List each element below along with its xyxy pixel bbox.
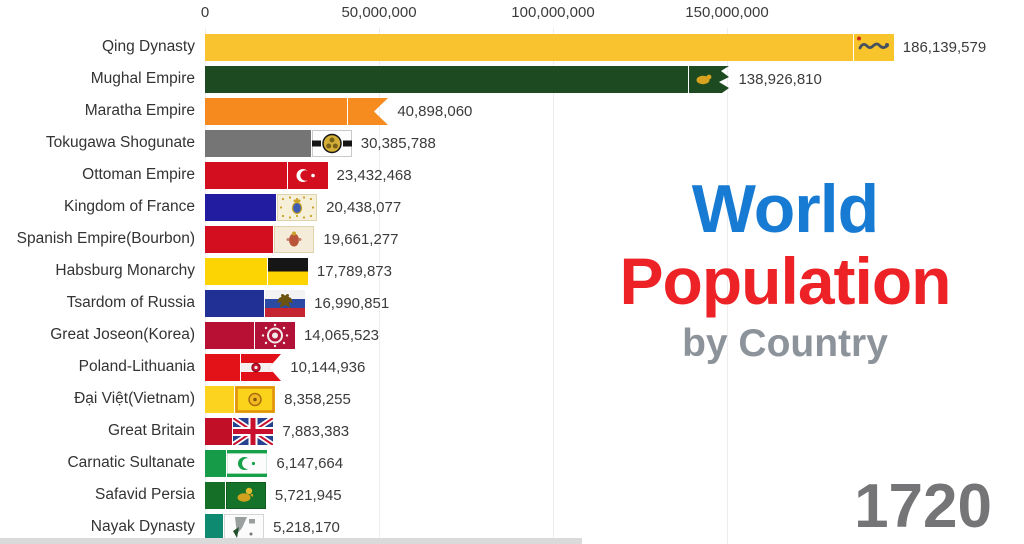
tsardom-of-russia-flag-icon <box>265 289 306 317</box>
bar-label: Carnatic Sultanate <box>67 454 195 471</box>
bar-row: Poland-Lithuania 10,144,936 <box>0 351 1024 383</box>
bar-row: Habsburg Monarchy 17,789,873 <box>0 255 1024 287</box>
bar <box>205 289 265 317</box>
bar-label: Qing Dynasty <box>101 38 195 55</box>
bar-label: Poland-Lithuania <box>78 358 195 375</box>
bar-value: 138,926,810 <box>738 70 822 88</box>
bar <box>205 417 233 445</box>
ottoman-empire-flag-icon <box>287 161 328 189</box>
bar-label: Safavid Persia <box>95 486 195 503</box>
bar-row: Spanish Empire(Bourbon) 19,661,277 <box>0 223 1024 255</box>
title-world: World <box>691 171 879 247</box>
bar-label: Mughal Empire <box>90 70 195 87</box>
poland-lithuania-flag-icon <box>241 353 282 381</box>
bar-row: Tsardom of Russia 16,990,851 <box>0 287 1024 319</box>
bar <box>205 33 853 61</box>
bar <box>205 321 254 349</box>
bar-row: Kingdom of France 20,438,077 <box>0 191 1024 223</box>
bar-label: Tokugawa Shogunate <box>45 134 195 151</box>
bottom-strip <box>0 538 582 544</box>
bar-value: 40,898,060 <box>397 102 473 120</box>
x-axis-tick: 150,000,000 <box>685 4 769 21</box>
bar-value: 17,789,873 <box>316 262 392 280</box>
bar-value: 7,883,383 <box>282 422 350 440</box>
title-population: Population <box>619 244 952 319</box>
bar <box>205 353 241 381</box>
bar-value: 19,661,277 <box>323 230 399 248</box>
mughal-empire-flag-icon <box>689 65 730 93</box>
bar-label: Kingdom of France <box>64 198 195 215</box>
bar <box>205 193 277 221</box>
bar-rows: Qing Dynasty 186,139,579 Mughal Empire 138,… <box>0 31 1024 543</box>
gridline <box>379 28 380 544</box>
bar-row: Safavid Persia 5,721,945 <box>0 479 1024 511</box>
bar-row: Tokugawa Shogunate 30,385,788 <box>0 127 1024 159</box>
bar-label: Spanish Empire(Bourbon) <box>16 230 195 247</box>
bar <box>205 65 689 93</box>
bar-row: Mughal Empire 138,926,810 <box>0 63 1024 95</box>
bar <box>205 385 235 413</box>
bar-value: 16,990,851 <box>314 294 390 312</box>
x-axis-tick: 50,000,000 <box>341 4 417 21</box>
habsburg-monarchy-flag-icon <box>267 257 308 285</box>
bar-value: 23,432,468 <box>336 166 412 184</box>
bar-value: 186,139,579 <box>902 38 987 56</box>
gridline <box>553 28 554 544</box>
bar-row: Đại Việt(Vietnam) 8,358,255 <box>0 383 1024 415</box>
bar-label: Great Britain <box>107 422 195 439</box>
safavid-persia-flag-icon <box>225 481 266 509</box>
great-joseon-flag-icon <box>254 321 295 349</box>
bar-value: 8,358,255 <box>284 390 351 408</box>
bar <box>205 97 348 125</box>
bar-row: Qing Dynasty 186,139,579 <box>0 31 1024 63</box>
dai-viet-flag-icon <box>235 385 276 413</box>
bar-label: Tsardom of Russia <box>66 294 195 311</box>
bar <box>205 257 267 285</box>
qing-dynasty-flag-icon <box>853 33 894 61</box>
bar-value: 10,144,936 <box>290 358 366 376</box>
bar <box>205 513 224 541</box>
bar <box>205 481 225 509</box>
bar-label: Habsburg Monarchy <box>55 262 195 279</box>
spanish-empire-flag-icon <box>274 225 315 253</box>
x-axis-tick: 100,000,000 <box>511 4 595 21</box>
nayak-dynasty-flag-icon <box>224 513 265 541</box>
x-axis-tick: 0 <box>200 4 210 21</box>
bar-row: Great Britain 7,883,383 <box>0 415 1024 447</box>
bar-value: 5,721,945 <box>274 486 342 504</box>
kingdom-of-france-flag-icon <box>277 193 318 221</box>
bar <box>205 161 287 189</box>
year-label: 1720 <box>854 472 992 541</box>
bar <box>205 449 227 477</box>
bar-row: Nayak Dynasty 5,218,170 <box>0 511 1024 543</box>
bar-value: 6,147,664 <box>276 454 344 472</box>
tokugawa-shogunate-flag-icon <box>311 129 352 157</box>
bar-value: 5,218,170 <box>273 518 340 536</box>
gridline <box>727 28 728 544</box>
bar <box>205 225 274 253</box>
x-axis: 0 50,000,000 100,000,000 150,000,000 <box>0 4 1024 28</box>
carnatic-sultanate-flag-icon <box>227 449 268 477</box>
gridline <box>205 28 206 544</box>
maratha-empire-flag-icon <box>348 97 389 125</box>
bar-label: Đại Việt(Vietnam) <box>74 390 195 407</box>
chart-title: World Population by Country <box>585 171 985 367</box>
bar-row: Carnatic Sultanate 6,147,664 <box>0 447 1024 479</box>
great-britain-flag-icon <box>233 417 274 445</box>
title-by-country: by Country <box>682 321 888 365</box>
bar-label: Nayak Dynasty <box>90 518 195 535</box>
bar-row: Maratha Empire 40,898,060 <box>0 95 1024 127</box>
bar <box>205 129 311 157</box>
bar-value: 14,065,523 <box>303 326 380 344</box>
bar-row: Great Joseon(Korea) 14,065,523 <box>0 319 1024 351</box>
bar-label: Maratha Empire <box>84 102 195 119</box>
bar-value: 20,438,077 <box>326 198 402 216</box>
bar-label: Great Joseon(Korea) <box>50 326 195 343</box>
bar-row: Ottoman Empire 23,432,468 <box>0 159 1024 191</box>
bar-label: Ottoman Empire <box>82 166 195 183</box>
bar-value: 30,385,788 <box>360 134 436 152</box>
